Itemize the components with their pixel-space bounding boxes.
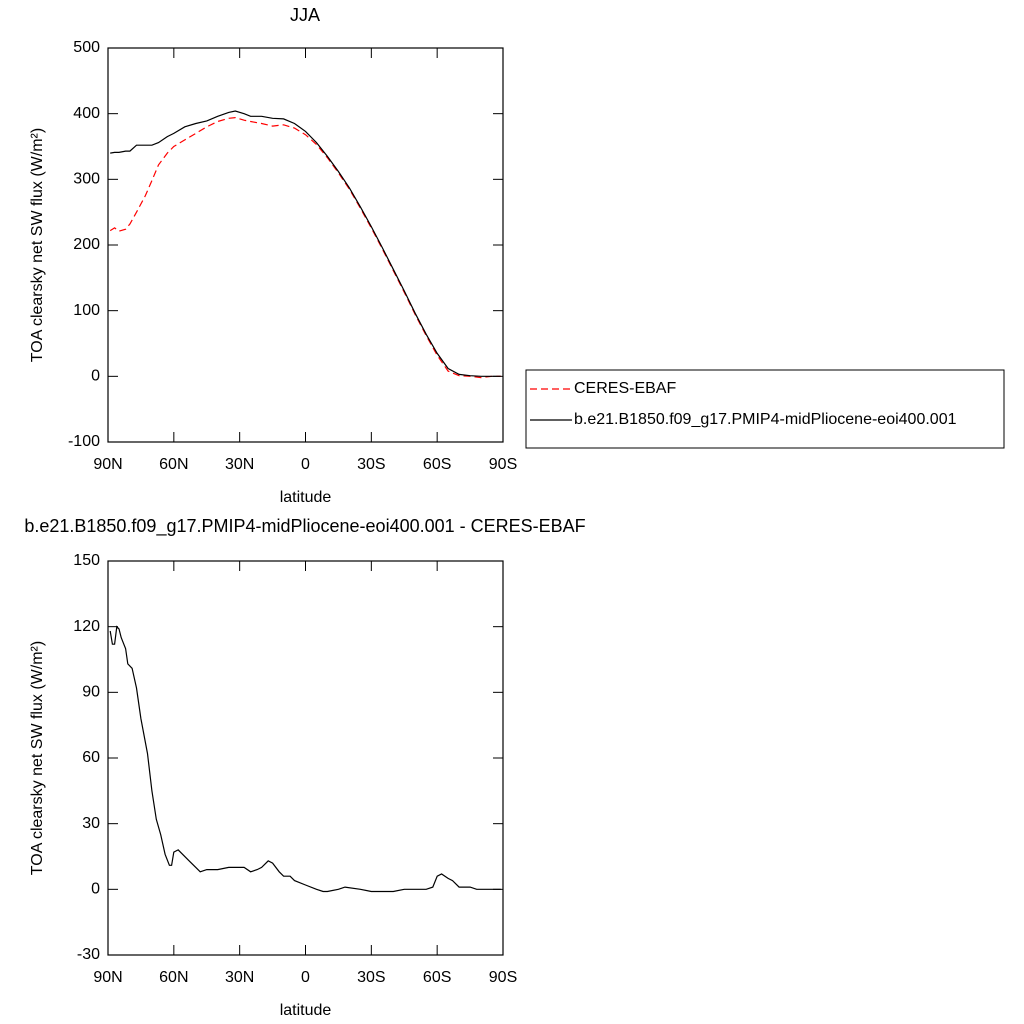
- x-tick-label: 30S: [357, 456, 385, 473]
- y-tick-label: 200: [73, 236, 100, 253]
- x-tick-label: 90S: [489, 456, 517, 473]
- y-tick-label: 150: [73, 552, 100, 569]
- x-axis-label: latitude: [280, 489, 332, 506]
- y-axis-label: TOA clearsky net SW flux (W/m²): [29, 641, 46, 875]
- chart-title: JJA: [290, 5, 320, 25]
- x-tick-label: 60S: [423, 969, 451, 986]
- x-tick-label: 0: [301, 969, 310, 986]
- data-line: [109, 116, 501, 379]
- plot-frame: [107, 560, 504, 956]
- x-tick-label: 30N: [225, 456, 254, 473]
- y-tick-label: 120: [73, 618, 100, 635]
- y-tick-label: 30: [82, 815, 100, 832]
- legend-label: b.e21.B1850.f09_g17.PMIP4-midPliocene-eo…: [574, 411, 957, 428]
- y-tick-label: 500: [73, 39, 100, 56]
- y-tick-label: -100: [68, 433, 100, 450]
- plot-frame: [107, 47, 504, 443]
- x-tick-label: 30N: [225, 969, 254, 986]
- x-tick-label: 90N: [93, 456, 122, 473]
- x-tick-label: 0: [301, 456, 310, 473]
- y-tick-label: 400: [73, 105, 100, 122]
- x-tick-label: 30S: [357, 969, 385, 986]
- y-tick-label: 0: [91, 881, 100, 898]
- y-tick-label: 300: [73, 171, 100, 188]
- x-axis-label: latitude: [280, 1002, 332, 1019]
- y-tick-label: -30: [77, 946, 100, 963]
- y-tick-label: 100: [73, 302, 100, 319]
- legend-box: [525, 369, 1005, 449]
- y-tick-label: 90: [82, 684, 100, 701]
- data-line: [110, 110, 501, 377]
- y-axis-label: TOA clearsky net SW flux (W/m²): [29, 128, 46, 362]
- x-tick-label: 60S: [423, 456, 451, 473]
- x-tick-label: 90N: [93, 969, 122, 986]
- y-tick-label: 0: [91, 368, 100, 385]
- y-tick-label: 60: [82, 749, 100, 766]
- x-tick-label: 60N: [159, 969, 188, 986]
- chart-title: b.e21.B1850.f09_g17.PMIP4-midPliocene-eo…: [24, 516, 585, 537]
- x-tick-label: 90S: [489, 969, 517, 986]
- data-line: [109, 625, 501, 893]
- x-tick-label: 60N: [159, 456, 188, 473]
- legend-label: CERES-EBAF: [574, 380, 676, 397]
